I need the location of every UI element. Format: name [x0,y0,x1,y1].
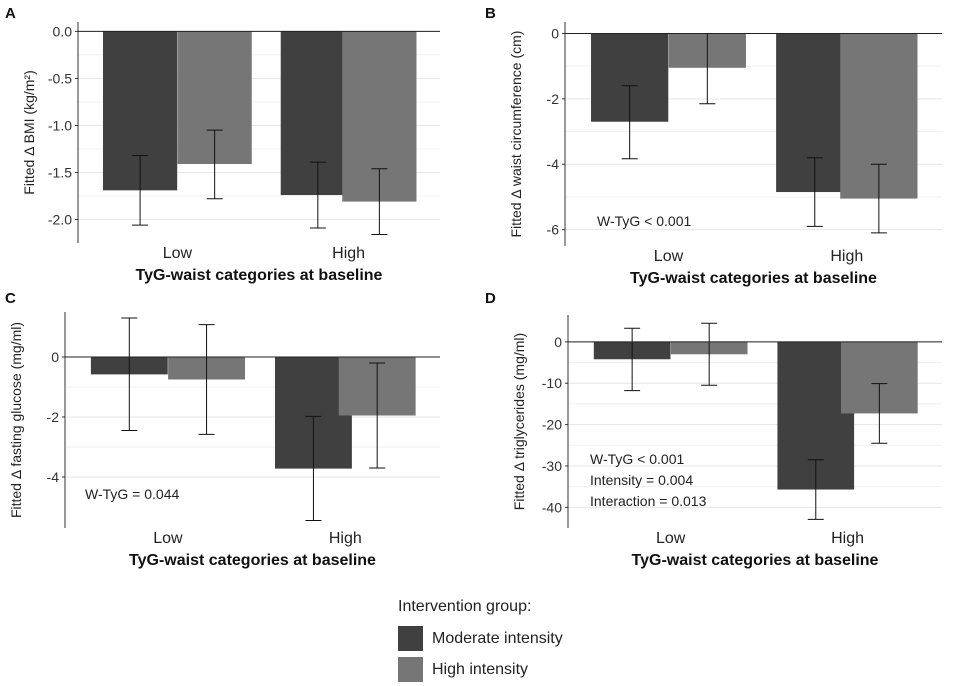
stat-annotation: W-TyG < 0.001 [590,451,684,467]
x-category-label: High [831,530,864,547]
x-axis-title: TyG-waist categories at baseline [136,267,383,284]
legend-title: Intervention group: [398,598,532,615]
panel-letter: D [485,290,496,307]
panel-letter: B [485,5,496,22]
x-category-label: Low [153,530,183,547]
legend: Intervention group: Moderate intensity H… [398,598,563,686]
y-tick-label: -2 [47,409,60,425]
y-tick-label: 0 [51,349,59,365]
y-tick-label: -30 [542,458,562,474]
figure: A 0.0 -0.5 -1.0 -1.5 -2.0 Low High TyG-waist cat… [5,5,942,569]
y-tick-label: -4 [547,156,560,172]
y-tick-label: -1.5 [48,164,72,180]
y-tick-label: -20 [542,417,562,433]
y-tick-label: -0.5 [48,70,72,86]
y-tick-label: 0 [551,25,559,41]
panel-letter: A [5,5,16,22]
legend-item-high: High intensity [398,655,563,684]
panel-a: A 0.0 -0.5 -1.0 -1.5 -2.0 Low High TyG-waist cat… [5,5,440,284]
y-tick-label: 0 [554,334,562,350]
y-tick-label: -2 [547,91,560,107]
y-axis-title: Fitted Δ triglycerides (mg/ml) [511,333,527,510]
legend-label-moderate: Moderate intensity [432,629,563,647]
stat-annotation: Interaction = 0.013 [590,493,707,509]
x-axis-title: TyG-waist categories at baseline [632,552,879,569]
y-axis-title: Fitted Δ BMI (kg/m²) [21,70,37,194]
legend-item-moderate: Moderate intensity [398,624,563,653]
x-category-label: High [830,248,863,265]
legend-swatch-high [398,657,423,682]
y-tick-label: -4 [47,469,60,485]
x-category-label: Low [654,248,684,265]
panel-letter: C [5,290,16,307]
x-axis-title: TyG-waist categories at baseline [630,270,877,287]
x-category-label: Low [163,245,193,262]
y-tick-label: 0.0 [53,23,73,39]
y-tick-label: -40 [542,499,562,515]
y-axis-title: Fitted Δ fasting glucose (mg/ml) [8,322,24,518]
y-axis-title: Fitted Δ waist circumference (cm) [508,31,524,238]
stat-annotation: W-TyG = 0.044 [85,486,179,502]
x-category-label: Low [656,530,686,547]
panel-d: D 0 -10 -20 -30 -40 Low High TyG-waist categorie… [485,290,942,569]
x-category-label: High [329,530,362,547]
y-tick-label: -2.0 [48,211,72,227]
x-axis-title: TyG-waist categories at baseline [129,552,376,569]
y-tick-label: -6 [547,222,560,238]
legend-label-high: High intensity [432,660,529,678]
panel-c: C 0 -2 -4 Low High TyG-waist categories at bas… [5,290,440,569]
panel-b: B 0 -2 -4 -6 Low High TyG-waist categories at b… [485,5,942,287]
y-tick-label: -10 [542,375,562,391]
y-tick-label: -1.0 [48,117,72,133]
stat-annotation: W-TyG < 0.001 [597,213,691,229]
x-category-label: High [332,245,365,262]
legend-swatch-moderate [398,626,423,651]
stat-annotation: Intensity = 0.004 [590,472,693,488]
